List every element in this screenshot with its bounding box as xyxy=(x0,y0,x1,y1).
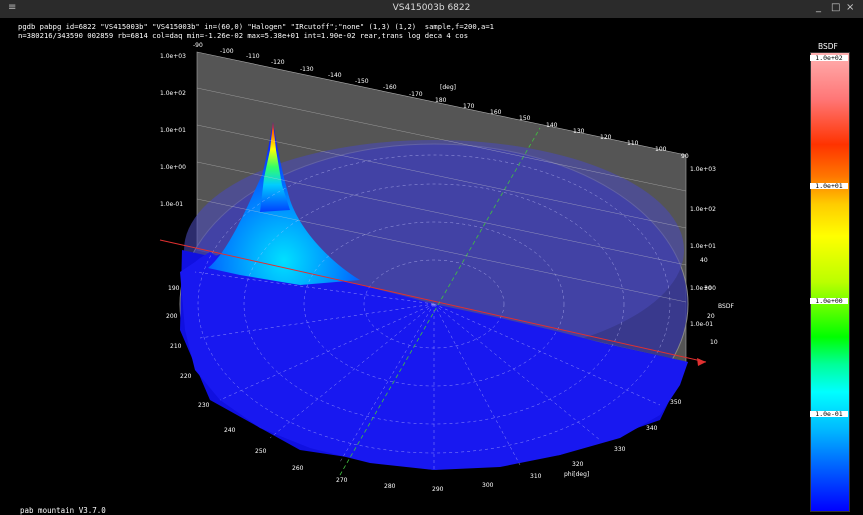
wall-left-label: 1.0e+02 xyxy=(160,90,186,97)
theta-label: 120 xyxy=(600,134,612,141)
wall-left-label: 1.0e+00 xyxy=(160,164,186,171)
phi-label: 200 xyxy=(166,313,178,320)
header-line-1: pgdb pabpg id=6822 "VS415003b" "VS415003… xyxy=(18,22,494,31)
theta-label: 180 xyxy=(435,97,447,104)
close-icon[interactable]: × xyxy=(846,2,855,13)
phi-label: 250 xyxy=(255,448,267,455)
colorbar-tick: 1.0e-01 xyxy=(810,411,848,417)
phi-label: 310 xyxy=(530,473,542,480)
wall-right-label: 1.0e+00 xyxy=(690,285,716,292)
colorbar-tick: 1.0e+01 xyxy=(810,183,848,189)
window-titlebar: ≡ VS415003b 6822 _ □ × xyxy=(0,0,863,18)
colorbar-tick: 1.0e+00 xyxy=(810,298,848,304)
theta-label: -140 xyxy=(328,72,342,79)
phi-label: 330 xyxy=(614,446,626,453)
theta-label: -130 xyxy=(300,66,314,73)
scale-number: 40 xyxy=(700,257,708,264)
theta-label: 170 xyxy=(463,103,475,110)
theta-unit-label: [deg] xyxy=(440,84,456,91)
theta-label: -100 xyxy=(220,48,234,55)
theta-label: -150 xyxy=(355,78,369,85)
bsdf-axis-label: BSDF xyxy=(718,303,734,310)
wall-left-label: 1.0e+03 xyxy=(160,53,186,60)
phi-label: 220 xyxy=(180,373,192,380)
theta-label: 110 xyxy=(627,140,639,147)
scale-number: 20 xyxy=(707,313,715,320)
theta-label: 130 xyxy=(573,128,585,135)
wall-right-label: 1.0e+03 xyxy=(690,166,716,173)
version-footer: pab mountain V3.7.0 xyxy=(20,506,106,515)
theta-label: -90 xyxy=(193,42,203,49)
theta-label: 90 xyxy=(681,153,689,160)
wall-right-label: 1.0e+02 xyxy=(690,206,716,213)
plot-viewport[interactable]: pgdb pabpg id=6822 "VS415003b" "VS415003… xyxy=(0,18,863,515)
header-line-2: n=380216/343590 002859 rb=6814 col=daq m… xyxy=(18,31,469,40)
wall-left-label: 1.0e+01 xyxy=(160,127,186,134)
window-title: VS415003b 6822 xyxy=(392,3,471,13)
theta-label: -160 xyxy=(383,84,397,91)
phi-label: 350 xyxy=(670,399,682,406)
theta-label: 140 xyxy=(546,122,558,129)
wall-left-label: 1.0e-01 xyxy=(160,201,183,208)
scale-number: 30 xyxy=(704,285,712,292)
scale-number: 10 xyxy=(710,339,718,346)
legend-title: BSDF xyxy=(818,42,838,51)
phi-label: 290 xyxy=(432,486,444,493)
theta-label: 150 xyxy=(519,115,531,122)
wall-right-label: 1.0e-01 xyxy=(690,321,713,328)
maximize-icon[interactable]: □ xyxy=(831,2,841,13)
phi-label: 190 xyxy=(168,285,180,292)
phi-label: 280 xyxy=(384,483,396,490)
phi-label: 320 xyxy=(572,461,584,468)
phi-label: 260 xyxy=(292,465,304,472)
red-axis xyxy=(159,239,707,363)
phi-label: 270 xyxy=(336,477,348,484)
polar-grid xyxy=(194,154,671,470)
app-menu-icon[interactable]: ≡ xyxy=(8,2,17,13)
back-wall-grid xyxy=(196,87,687,303)
phi-label: 300 xyxy=(482,482,494,489)
theta-label: -120 xyxy=(271,59,285,66)
phi-label: 340 xyxy=(646,425,658,432)
theta-label: -170 xyxy=(409,91,423,98)
green-axis xyxy=(339,127,541,476)
theta-label: 160 xyxy=(490,109,502,116)
theta-label: -110 xyxy=(246,53,260,60)
phi-label: 210 xyxy=(170,343,182,350)
phi-unit-label: phi[deg] xyxy=(564,471,589,478)
phi-label: 240 xyxy=(224,427,236,434)
bsdf-3d-plot[interactable]: 1.0e+03 1.0e+02 1.0e+01 1.0e+00 1.0e-01 … xyxy=(0,18,800,513)
bsdf-colorbar: 1.0e+02 1.0e+01 1.0e+00 1.0e-01 xyxy=(810,52,850,512)
colorbar-tick: 1.0e+02 xyxy=(810,55,848,61)
phi-label: 230 xyxy=(198,402,210,409)
minimize-icon[interactable]: _ xyxy=(816,2,821,13)
wall-right-label: 1.0e+01 xyxy=(690,243,716,250)
specular-spike xyxy=(260,122,290,212)
theta-label: 100 xyxy=(655,146,667,153)
